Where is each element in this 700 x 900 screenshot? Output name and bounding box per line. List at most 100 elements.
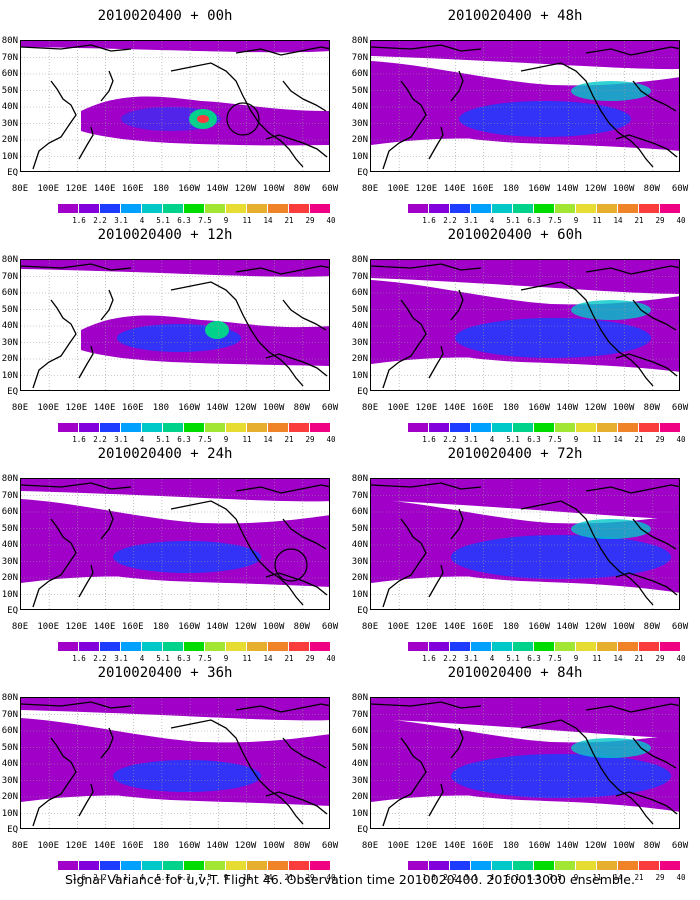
colorbar-swatch — [100, 642, 121, 651]
lon-label: 140E — [443, 841, 466, 851]
lon-label: 160W — [178, 184, 200, 194]
colorbar-label: 40 — [676, 435, 686, 444]
lat-label: 60N — [1, 69, 18, 79]
lat-label: 40N — [1, 321, 18, 331]
coastline — [235, 703, 329, 713]
colorbar-swatch — [576, 423, 597, 432]
colorbar-swatch — [289, 861, 310, 870]
colorbar-label: 11 — [592, 216, 602, 225]
lon-label: 160E — [121, 403, 144, 413]
colorbar-label: 2.2 — [443, 654, 457, 663]
colorbar-label: 1.6 — [72, 216, 86, 225]
map-panel: 2010020400 + 72h 80N 70N 60N 50N 40N 30N 20N 10N… — [350, 446, 688, 663]
lon-label: 80E — [361, 184, 379, 194]
lon-label: 160E — [121, 184, 144, 194]
colorbar-label: 21 — [634, 216, 644, 225]
lat-label: 10N — [351, 589, 368, 600]
lat-label: EQ — [7, 606, 18, 616]
lon-label: 80W — [293, 184, 310, 194]
lon-label: 100W — [262, 622, 285, 632]
colorbar — [408, 642, 681, 653]
lat-label: 60N — [1, 726, 18, 736]
panel-title: 2010020400 + 48h — [447, 8, 583, 24]
panel-title: 2010020400 + 60h — [447, 227, 583, 243]
coastline — [100, 727, 114, 759]
colorbar-label: 3.1 — [464, 654, 478, 663]
lon-label: 80E — [361, 622, 379, 632]
variance-band-north — [371, 41, 679, 70]
lon-label: 80E — [361, 841, 379, 851]
lat-label: 70N — [1, 271, 18, 282]
lat-label: 70N — [1, 709, 18, 720]
lon-label: 60W — [321, 184, 339, 194]
colorbar-label: 3.1 — [114, 435, 128, 444]
lon-label: 140E — [443, 184, 466, 194]
lon-label: 180 — [502, 403, 520, 413]
lon-label: 160E — [471, 403, 494, 413]
lat-label: 20N — [351, 135, 368, 145]
coastline — [371, 263, 482, 271]
colorbar-swatch — [226, 204, 247, 213]
lon-label: 120W — [584, 622, 607, 632]
lon-label: 120E — [65, 184, 88, 194]
colorbar-swatch — [492, 861, 513, 870]
map-svg — [371, 698, 679, 828]
colorbar-label: 40 — [326, 654, 336, 663]
variance-band-north — [371, 260, 679, 294]
lon-label: 140E — [443, 403, 466, 413]
colorbar — [58, 642, 331, 653]
colorbar-swatch — [660, 642, 681, 651]
colorbar-label: 1.6 — [422, 216, 436, 225]
colorbar-swatch — [205, 642, 226, 651]
lon-label: 120E — [415, 622, 438, 632]
lat-label: EQ — [357, 168, 368, 178]
colorbar-label: 9 — [223, 873, 229, 882]
coastline — [520, 719, 654, 825]
lon-label: 180 — [152, 622, 170, 632]
colorbar-label: 40 — [326, 435, 336, 444]
colorbar-swatch — [555, 204, 576, 213]
colorbar-label: 5.1 — [506, 873, 520, 882]
lat-label: 80N — [1, 693, 18, 703]
lon-label: 100W — [612, 622, 635, 632]
lat-label: 40N — [1, 759, 18, 769]
coastline — [371, 482, 482, 490]
colorbar-swatch — [660, 861, 681, 870]
lat-label: 20N — [351, 792, 368, 802]
colorbar-label: 9 — [573, 216, 579, 225]
colorbar-label: 14 — [263, 654, 273, 663]
lat-label: 70N — [351, 52, 368, 63]
map-area — [370, 478, 680, 610]
lon-label: 140W — [556, 841, 579, 851]
coastline — [170, 62, 304, 168]
variance-core — [113, 760, 261, 792]
lat-label: 80N — [351, 36, 368, 46]
lat-label: 20N — [351, 354, 368, 364]
lat-label: 50N — [1, 742, 18, 753]
lat-label: 70N — [1, 490, 18, 501]
colorbar-label: 14 — [613, 654, 623, 663]
colorbar-label: 9 — [223, 216, 229, 225]
colorbar-label: 14 — [263, 873, 273, 882]
lon-label: 100W — [612, 184, 635, 194]
colorbar-label: 7.5 — [548, 216, 562, 225]
lon-label: 60W — [671, 403, 689, 413]
lon-label: 140E — [93, 622, 116, 632]
colorbar-label: 29 — [305, 216, 315, 225]
colorbar-swatch — [429, 642, 450, 651]
variance-core — [455, 318, 651, 358]
colorbar-swatch — [597, 861, 618, 870]
lon-label: 80W — [643, 841, 660, 851]
colorbar-label: 2.2 — [443, 873, 457, 882]
coastline — [428, 564, 444, 598]
colorbar-swatch — [408, 861, 429, 870]
lon-label: 120E — [65, 403, 88, 413]
lon-label: 180 — [502, 184, 520, 194]
lon-label: 100W — [262, 403, 285, 413]
map-panel: 2010020400 + 48h 80N 70N 60N 50N 40N 30N 20N 10N… — [350, 8, 688, 225]
variance-core-secondary — [571, 81, 651, 101]
map-svg — [371, 260, 679, 390]
lat-label: 40N — [351, 540, 368, 550]
colorbar-swatch — [121, 861, 142, 870]
coastline — [100, 70, 114, 102]
